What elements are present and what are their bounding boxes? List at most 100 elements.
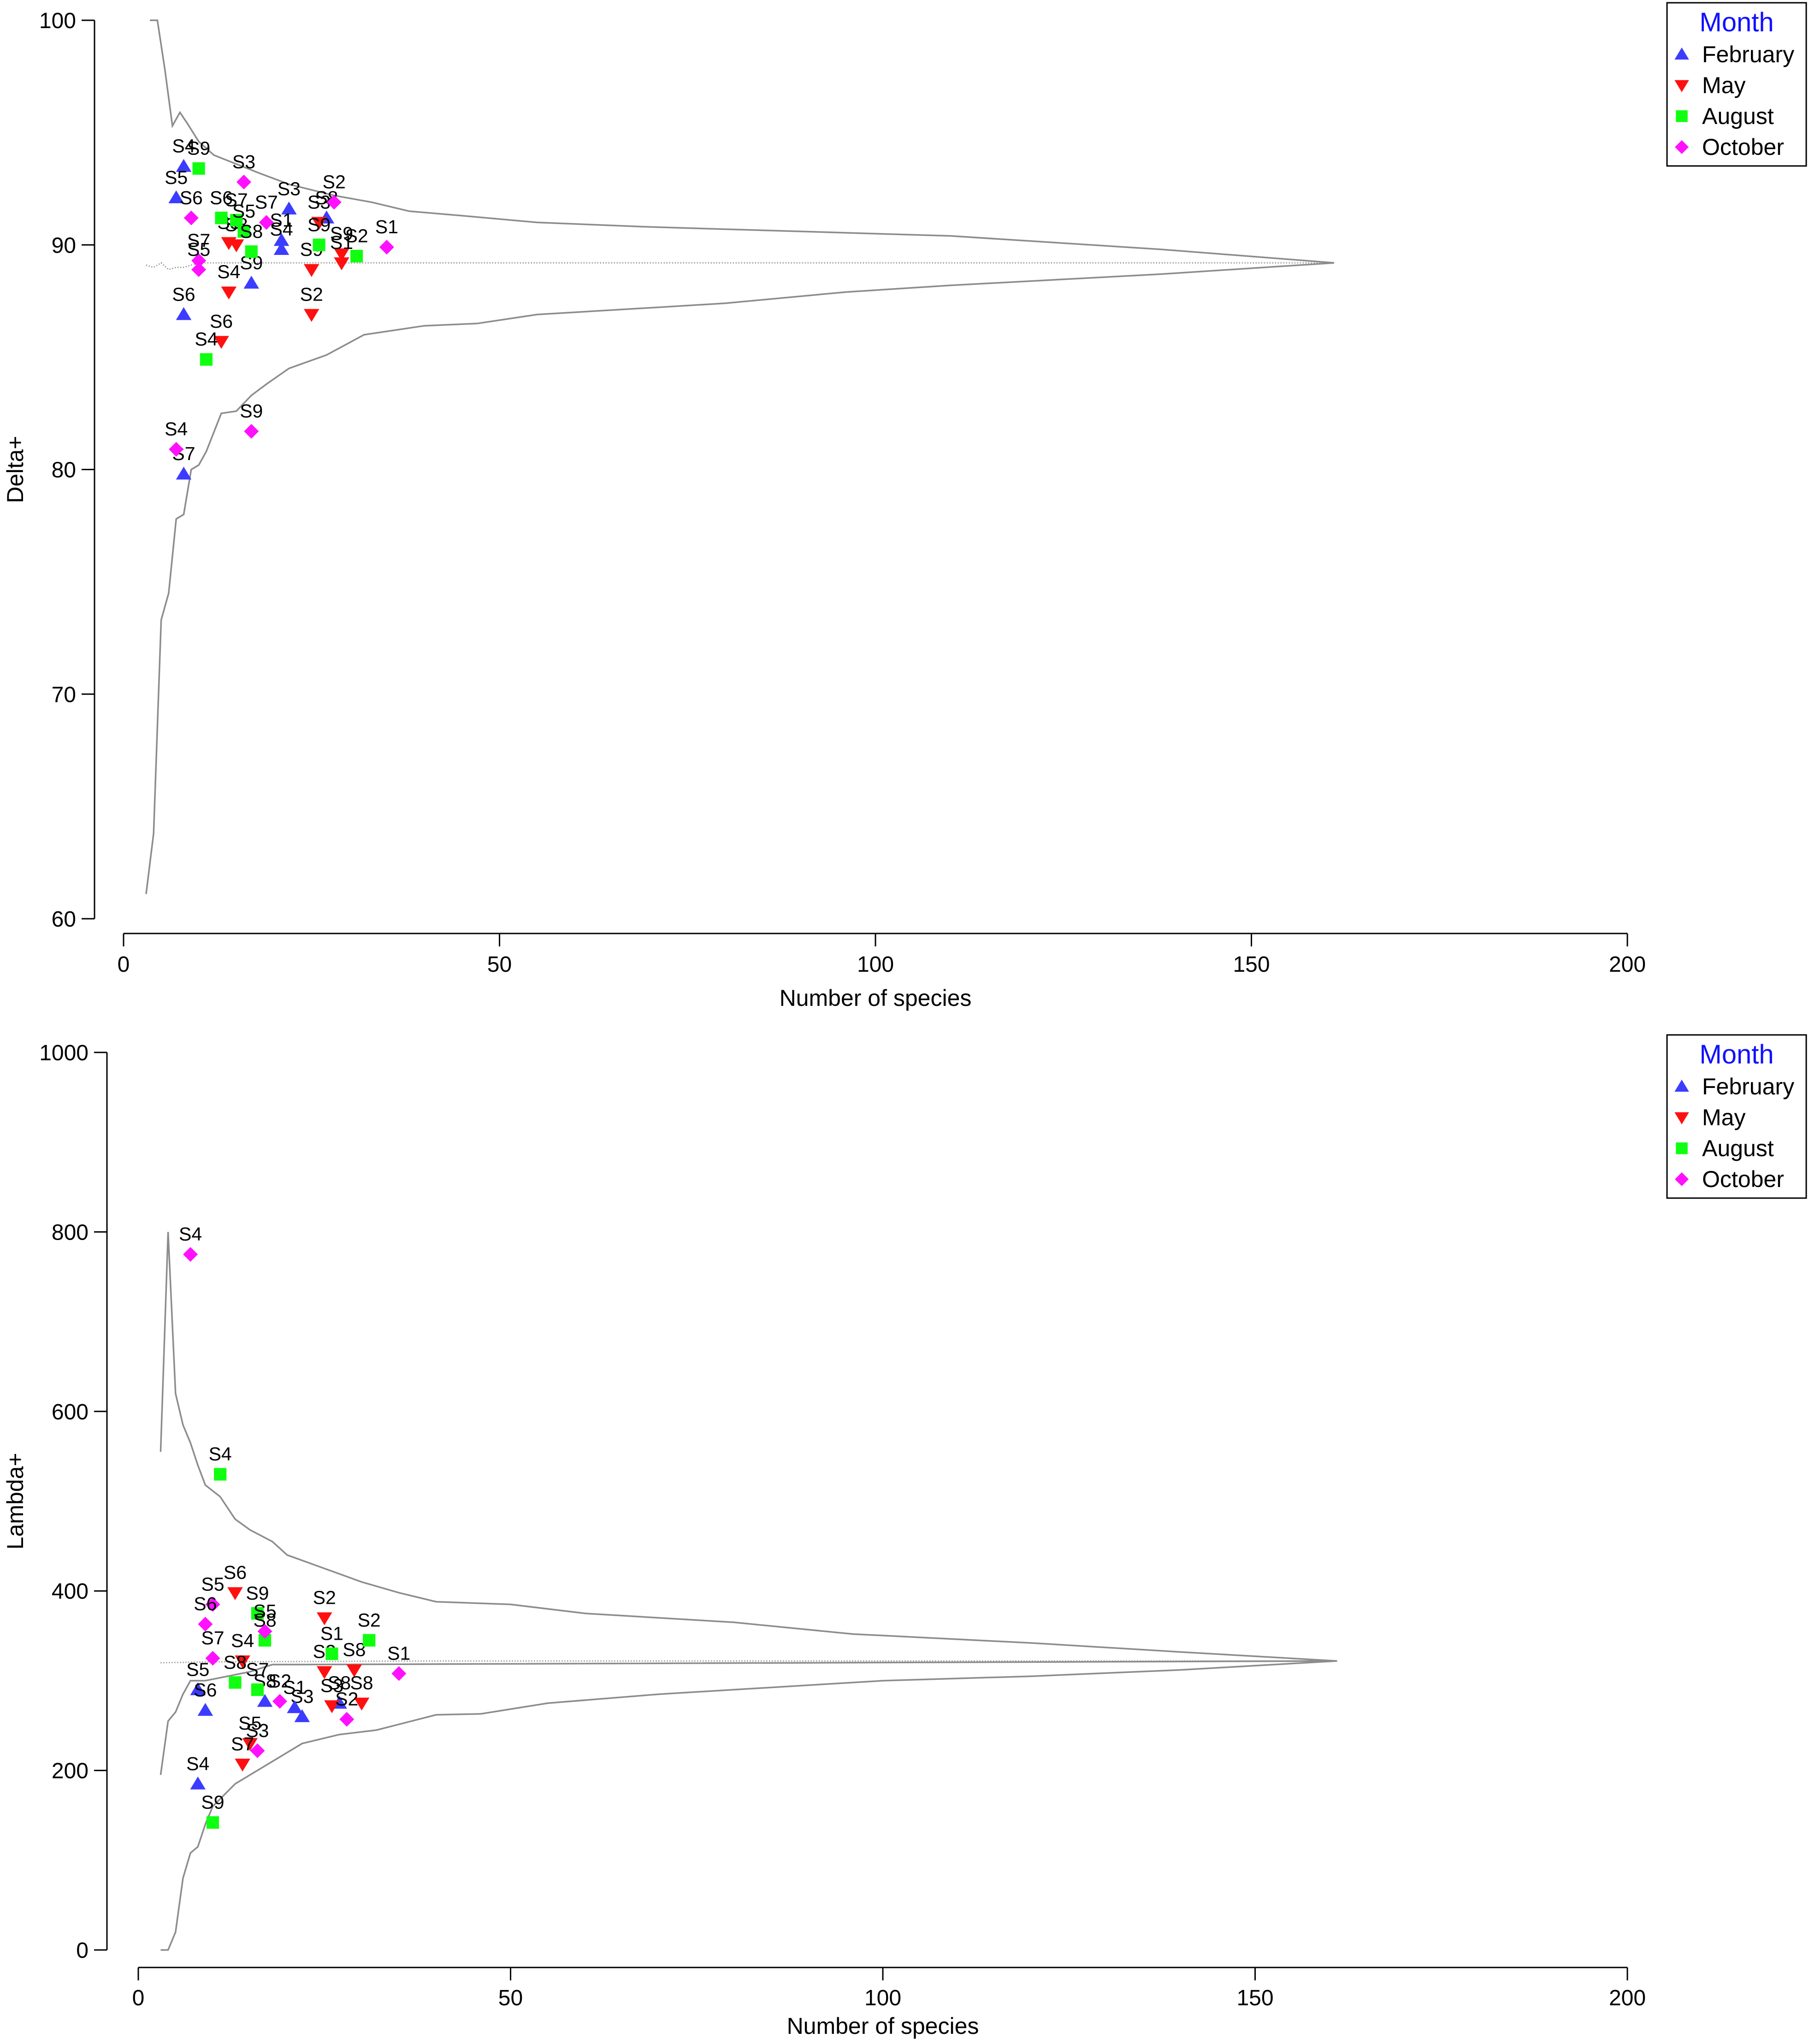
point-label: S7	[231, 1733, 254, 1755]
point-may	[324, 1700, 340, 1713]
point-october	[391, 1666, 407, 1681]
point-february	[197, 1703, 213, 1716]
point-label: S8	[240, 221, 263, 242]
y-tick-label: 100	[39, 9, 76, 33]
funnel-upper-limit	[150, 19, 1335, 264]
point-may	[311, 217, 327, 230]
x-axis-title: Number of species	[787, 2013, 979, 2039]
x-tick-label: 200	[1609, 952, 1646, 977]
point-may	[334, 248, 349, 261]
legend-marker-may	[1674, 1112, 1689, 1124]
point-label: S1	[270, 210, 293, 231]
legend-title: Month	[1699, 1040, 1774, 1069]
point-label: S7	[255, 192, 278, 213]
point-august	[325, 1647, 338, 1660]
point-may	[334, 257, 349, 271]
point-label: S4	[209, 1443, 232, 1465]
x-tick-label: 150	[1236, 1986, 1273, 2010]
point-label: S1	[375, 216, 398, 237]
point-february	[243, 276, 260, 289]
x-tick-label: 50	[487, 952, 512, 977]
point-may	[227, 1587, 243, 1601]
funnel-expected-mean	[146, 262, 1334, 271]
point-label: S5	[186, 1659, 209, 1680]
y-tick-label: 400	[52, 1579, 89, 1604]
point-august	[192, 162, 205, 175]
legend-box	[1666, 2, 1807, 167]
point-label: S1	[320, 1623, 343, 1644]
point-may	[221, 286, 237, 300]
point-may	[235, 1655, 250, 1669]
point-february	[190, 1776, 206, 1790]
point-label: S6	[180, 187, 203, 208]
legend-marker-october	[1675, 1172, 1689, 1186]
point-label: S5	[165, 167, 188, 188]
point-august	[206, 1816, 219, 1829]
point-label: S4	[217, 261, 240, 283]
point-august	[258, 1634, 272, 1647]
legend-label-august: August	[1702, 103, 1774, 129]
funnel-upper-limit	[160, 1232, 1337, 1662]
x-tick-label: 0	[132, 1986, 145, 2010]
point-label: S5	[232, 201, 255, 222]
legend-label-october: October	[1702, 134, 1784, 160]
point-label: S1	[283, 1677, 306, 1698]
point-august	[215, 212, 228, 224]
point-label: S9	[187, 138, 210, 159]
point-february	[294, 1709, 310, 1722]
point-label: S3	[246, 1720, 269, 1741]
point-label: S4	[179, 1223, 202, 1245]
legend-marker-august	[1676, 110, 1688, 122]
legend-marker-may	[1674, 80, 1689, 92]
point-october	[205, 1597, 220, 1612]
point-october	[259, 215, 274, 230]
point-august	[237, 225, 250, 238]
point-august	[245, 245, 258, 258]
legend-label-august: August	[1702, 1135, 1774, 1161]
point-label: S4	[270, 219, 293, 240]
point-october	[250, 1743, 265, 1758]
point-may	[213, 336, 229, 349]
x-tick-label: 100	[857, 952, 894, 977]
point-label: S4	[165, 419, 188, 440]
y-tick-label: 60	[52, 907, 76, 932]
point-label: S8	[224, 1652, 247, 1673]
point-label: S7	[225, 189, 248, 211]
point-august	[363, 1634, 376, 1647]
legend-marker-february	[1674, 1080, 1689, 1092]
funnel-lower-limit	[145, 262, 1335, 894]
point-october	[257, 1624, 272, 1639]
point-label: S3	[307, 192, 331, 213]
point-may	[303, 309, 319, 322]
point-label: S2	[268, 1671, 291, 1692]
point-august	[313, 238, 325, 251]
point-august	[230, 214, 243, 227]
point-february	[176, 307, 192, 320]
point-may	[316, 1666, 332, 1679]
chart-panel-2: 0 200 400 600 800 1000 0 50 100 150 200 Number of s…	[2, 1034, 1807, 2039]
y-tick-label: 0	[76, 1938, 89, 1963]
point-label: S4	[172, 136, 195, 157]
x-tick-label: 50	[498, 1986, 523, 2010]
point-label: S2	[335, 1689, 358, 1710]
point-october	[379, 240, 394, 255]
point-may	[228, 239, 244, 253]
point-february	[257, 1694, 273, 1707]
legend-marker-february	[1674, 47, 1689, 60]
point-february	[273, 242, 290, 255]
point-label: S5	[253, 1601, 276, 1622]
point-february	[176, 467, 192, 480]
legend: Month February May August October	[1666, 2, 1807, 167]
y-tick-label: 70	[52, 683, 76, 707]
point-label: S6	[194, 1679, 217, 1701]
point-february	[190, 1682, 206, 1695]
point-label: S2	[358, 1609, 381, 1630]
point-august	[251, 1683, 264, 1696]
y-axis-title: Delta+	[2, 436, 28, 503]
legend-marker-august	[1676, 1142, 1688, 1154]
point-label: S7	[187, 230, 210, 251]
point-label: S6	[172, 284, 195, 305]
point-february	[176, 159, 192, 172]
legend-label-may: May	[1702, 1105, 1745, 1130]
legend-marker-october	[1675, 140, 1689, 154]
